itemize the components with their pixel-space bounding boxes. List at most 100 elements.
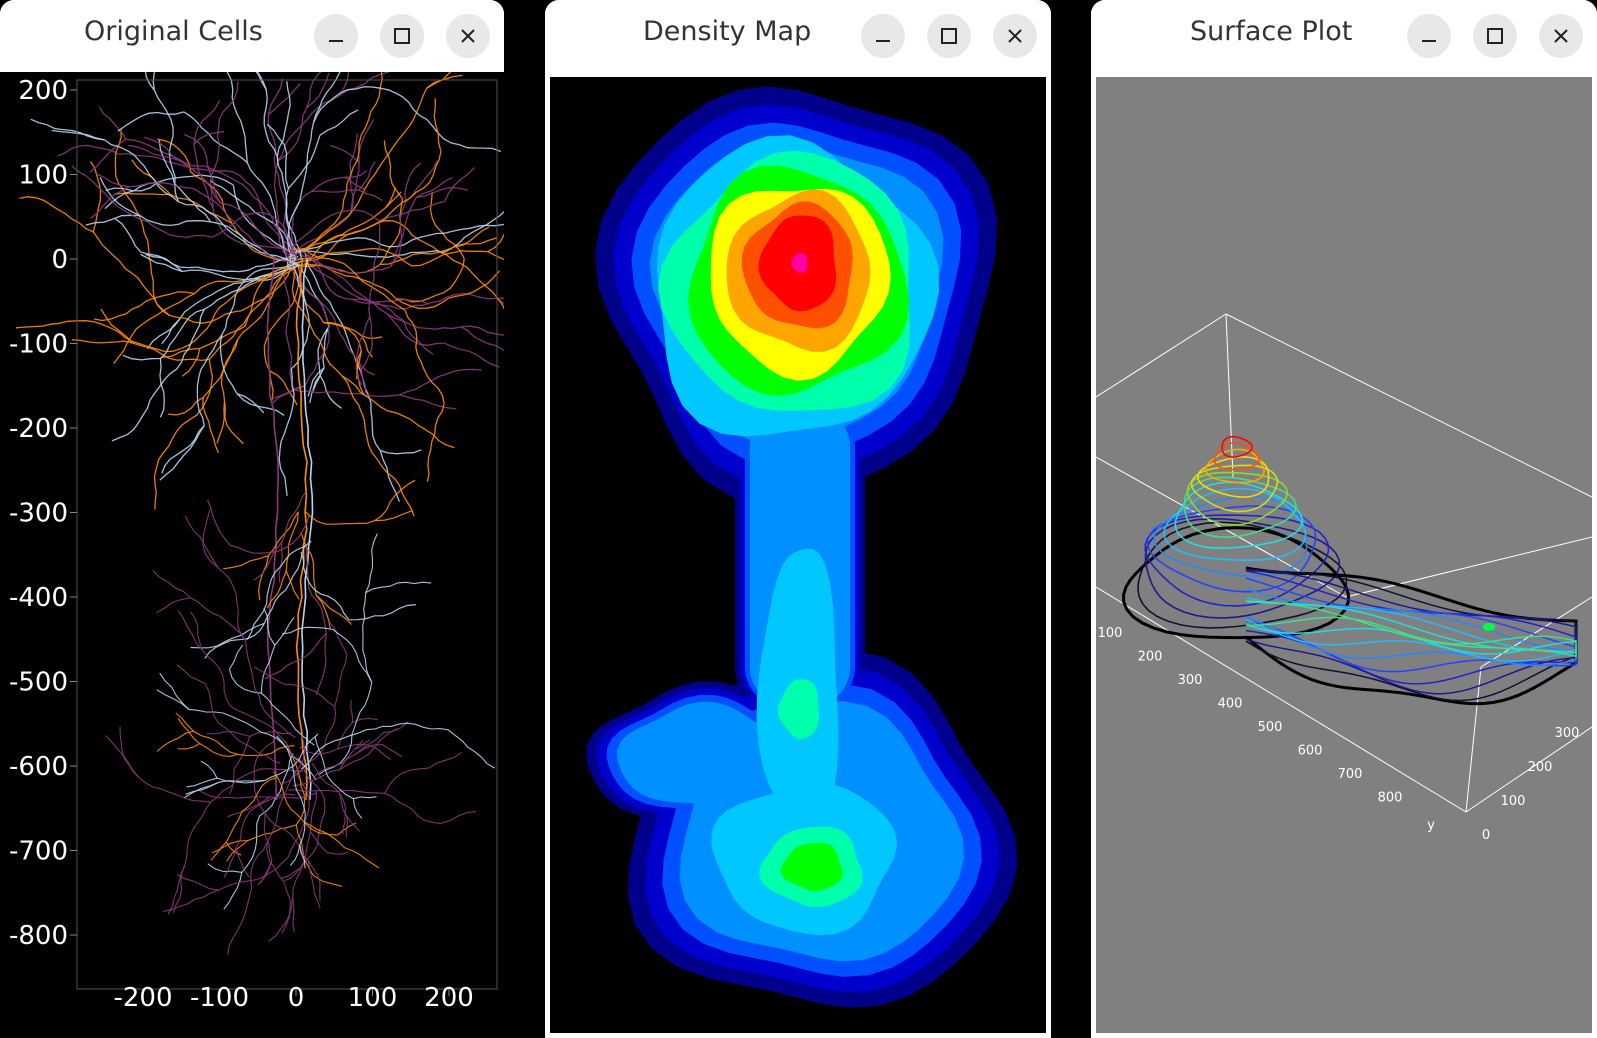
neurite-trace — [263, 545, 306, 624]
neurite-trace — [355, 732, 384, 755]
density-map-window: Density Map — [545, 0, 1051, 1038]
box-edge — [1225, 313, 1593, 498]
neurite-trace — [139, 291, 195, 307]
neurite-trace — [268, 897, 294, 942]
neurite-trace — [227, 811, 243, 818]
neurite-trace — [158, 140, 176, 184]
neurite-trace — [395, 298, 429, 305]
minimize-button[interactable] — [314, 14, 358, 58]
neurite-trace — [299, 831, 312, 869]
neurite-trace — [142, 293, 195, 325]
minimize-button[interactable] — [861, 14, 905, 58]
neurite-trace — [332, 629, 373, 683]
neurite-trace — [111, 386, 161, 442]
neurite-trace — [312, 86, 414, 124]
neurite-trace — [323, 322, 363, 337]
neurite-trace — [113, 323, 143, 364]
neurite-trace — [201, 649, 231, 707]
surface-contour — [1245, 577, 1577, 673]
window-title: Original Cells — [84, 16, 263, 47]
maximize-icon — [1487, 28, 1503, 44]
neurite-trace — [309, 375, 321, 404]
neurite-trace — [319, 375, 342, 409]
close-button[interactable] — [1539, 14, 1583, 58]
neurite-trace — [93, 305, 141, 322]
neurite-trace — [384, 792, 441, 825]
neurite-trace — [280, 706, 337, 785]
title-bar[interactable]: Surface Plot — [1091, 0, 1597, 72]
neurite-trace — [293, 153, 390, 254]
neurite-trace — [236, 393, 285, 416]
neurite-trace — [496, 297, 504, 305]
neurite-trace — [178, 201, 300, 267]
neurite-trace — [90, 186, 130, 219]
neurite-trace — [374, 479, 416, 522]
surface-contour — [1221, 435, 1253, 458]
neurite-trace — [209, 169, 304, 257]
neurite-trace — [236, 393, 265, 414]
neurite-trace — [289, 260, 311, 370]
neurite-trace — [454, 226, 490, 248]
neurite-trace — [328, 621, 348, 654]
neurite-trace — [503, 223, 504, 226]
neurite-trace — [292, 201, 404, 250]
neurite-trace — [71, 165, 119, 208]
surface-x-label: 300 — [1178, 673, 1203, 688]
neurite-trace — [312, 874, 343, 887]
neurite-trace — [235, 847, 250, 878]
neurite-trace — [368, 220, 381, 317]
close-button[interactable] — [993, 14, 1037, 58]
x-tick-label: 0 — [288, 983, 305, 1013]
neurite-trace — [100, 308, 133, 344]
y-tick-label: -500 — [9, 668, 68, 698]
title-bar[interactable]: Original Cells — [0, 0, 504, 72]
neurite-trace — [303, 821, 345, 848]
neurite-trace — [156, 138, 192, 173]
minimize-icon — [876, 40, 890, 42]
neurite-trace — [283, 144, 290, 189]
neurite-trace — [386, 313, 461, 330]
neurite-trace — [329, 144, 360, 164]
maximize-button[interactable] — [1473, 14, 1517, 58]
neurite-trace — [356, 360, 367, 394]
neurite-trace — [303, 821, 338, 836]
y-tick-label: 200 — [18, 76, 68, 106]
neurite-trace — [237, 29, 267, 90]
neurite-trace — [299, 844, 306, 869]
neurite-trace — [496, 297, 504, 299]
neurite-trace — [229, 796, 271, 799]
neurite-trace — [96, 173, 129, 188]
surface-contour — [1204, 448, 1265, 484]
surface-contour — [1144, 514, 1330, 607]
neurite-trace — [305, 546, 327, 634]
neurite-trace — [300, 250, 388, 315]
neurite-trace — [359, 316, 374, 372]
surface-contour — [1137, 521, 1348, 629]
neurite-trace — [119, 726, 140, 778]
neurite-trace — [114, 128, 137, 211]
neurite-trace — [382, 744, 403, 758]
neurite-trace — [362, 592, 373, 683]
neurite-trace — [232, 184, 296, 261]
density-contour — [780, 842, 843, 892]
neurite-trace — [223, 847, 237, 878]
neurite-trace — [292, 844, 318, 898]
title-bar[interactable]: Density Map — [545, 0, 1051, 72]
trunk-trace — [301, 258, 314, 800]
neurite-trace — [253, 542, 282, 581]
neurite-trace — [285, 512, 299, 572]
neurite-trace — [194, 265, 290, 295]
maximize-button[interactable] — [380, 14, 424, 58]
surface-contour — [1245, 600, 1577, 655]
close-button[interactable] — [446, 14, 490, 58]
neurite-trace — [204, 622, 265, 659]
neurite-trace — [268, 83, 301, 115]
minimize-button[interactable] — [1407, 14, 1451, 58]
surface-x-label: 600 — [1298, 744, 1323, 759]
neurite-trace — [217, 567, 247, 642]
maximize-button[interactable] — [927, 14, 971, 58]
neurite-trace — [193, 730, 239, 755]
neurite-trace — [268, 540, 312, 588]
neurite-trace — [263, 813, 273, 861]
neurite-trace — [176, 664, 206, 685]
